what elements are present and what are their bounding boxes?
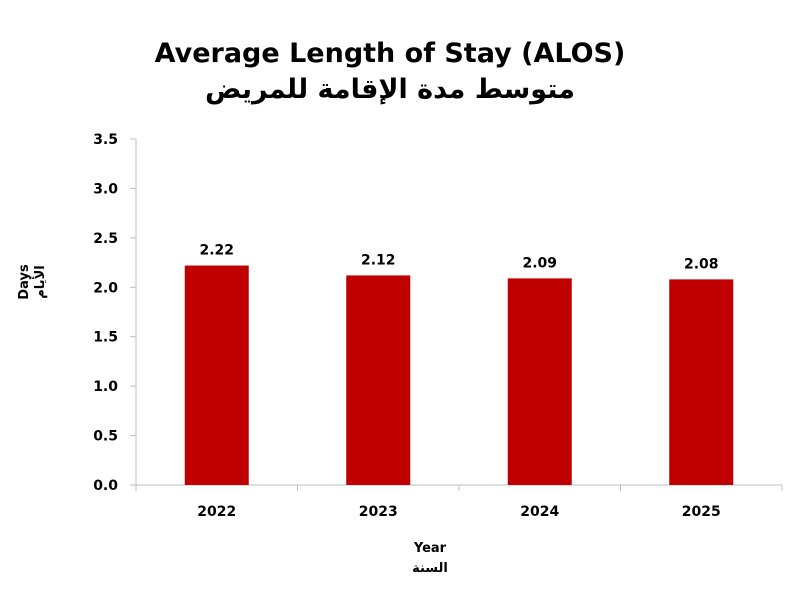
y-tick-label: 0.5 (93, 429, 118, 445)
y-tick-label: 0.0 (93, 478, 118, 494)
bar-2022 (184, 265, 249, 485)
data-label-2023: 2.12 (361, 252, 396, 268)
x-axis-label-arabic: السنة (412, 561, 448, 576)
bar-2025 (669, 279, 734, 485)
y-tick-label: 1.5 (93, 330, 118, 346)
x-tick-label-2025: 2025 (682, 504, 721, 520)
x-axis-label: Year (413, 541, 447, 556)
bar-2024 (507, 278, 572, 485)
y-tick-label: 1.0 (93, 379, 118, 395)
y-tick-label: 3.0 (93, 181, 118, 197)
y-tick-label: 2.5 (93, 231, 118, 247)
x-tick-label-2022: 2022 (197, 504, 236, 520)
y-axis-label-group: Days الأيام (17, 264, 48, 300)
y-tick-label: 2.0 (93, 280, 118, 296)
y-tick-label: 3.5 (93, 132, 118, 148)
y-axis-label: Days (17, 264, 32, 300)
chart-title: Average Length of Stay (ALOS) (155, 38, 626, 69)
bar-2023 (346, 275, 411, 485)
x-tick-label-2024: 2024 (520, 504, 559, 520)
chart-subtitle: متوسط مدة الإقامة للمريض (205, 74, 575, 105)
y-axis-label-arabic: الأيام (31, 265, 48, 298)
plot-area: 0.0 0.5 1.0 1.5 2.0 2.5 3.0 3.5 2.22 2022 2.12 2023… (93, 132, 783, 520)
data-label-2025: 2.08 (684, 256, 719, 272)
data-label-2022: 2.22 (199, 243, 234, 259)
data-label-2024: 2.09 (522, 255, 557, 271)
x-tick-label-2023: 2023 (359, 504, 398, 520)
